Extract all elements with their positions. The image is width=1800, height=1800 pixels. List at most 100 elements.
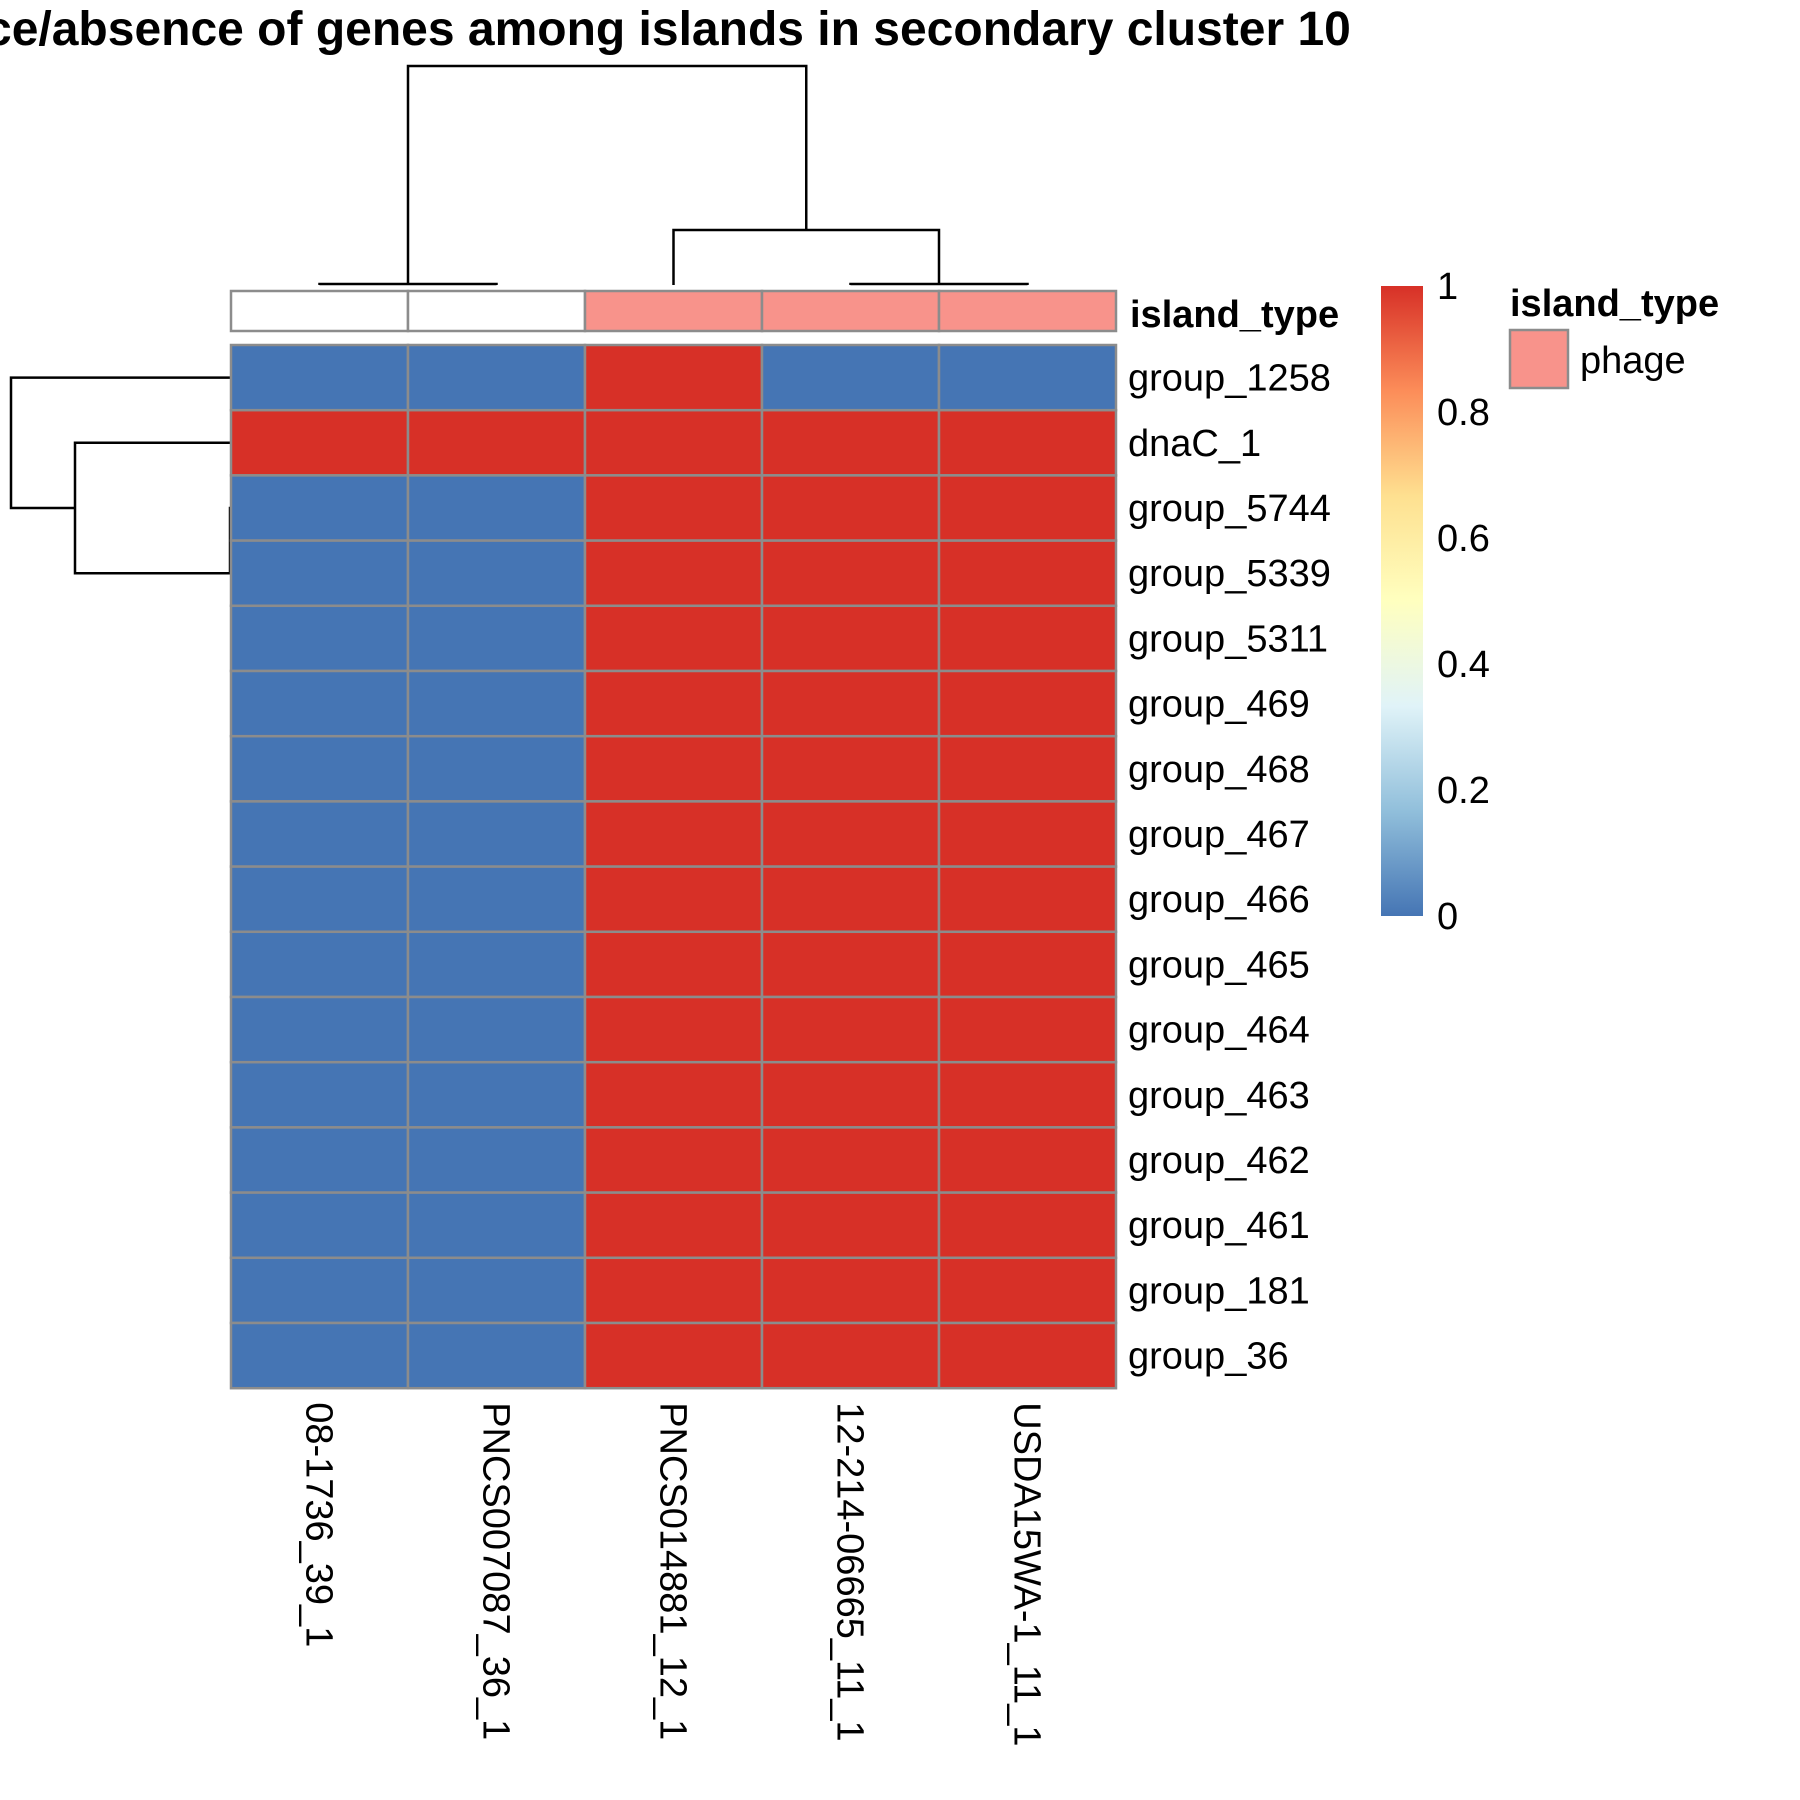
column-label: PNCS007087_36_1 — [475, 1402, 517, 1740]
heatmap-cell — [583, 669, 764, 738]
heatmap-cell — [406, 604, 587, 673]
heatmap-cell — [406, 1321, 587, 1390]
colorbar-tick-label: 0.8 — [1437, 392, 1490, 434]
heatmap-cell — [229, 930, 410, 999]
heatmap-cell — [760, 800, 941, 868]
row-label: group_36 — [1128, 1336, 1289, 1378]
heatmap-cell — [760, 604, 941, 673]
legend-title: island_type — [1510, 283, 1719, 325]
heatmap-cell — [406, 865, 587, 934]
dendrogram-branch — [73, 441, 231, 575]
column-label: 08-1736_39_1 — [298, 1402, 340, 1647]
heatmap-cell — [406, 343, 587, 412]
heatmap-cell — [937, 734, 1118, 803]
heatmap-cell — [760, 734, 941, 803]
heatmap-cell — [760, 930, 941, 999]
heatmap-cell — [760, 539, 941, 608]
heatmap-cell — [760, 408, 941, 477]
heatmap-cell — [760, 1126, 941, 1194]
heatmap-cell — [229, 995, 410, 1064]
column-labels: 08-1736_39_1 PNCS007087_36_1 PNCS014881_12… — [298, 1402, 1048, 1746]
heatmap-cell — [406, 408, 587, 477]
colorbar: 0 0.2 0.4 0.6 0.8 1 — [1381, 266, 1490, 938]
column-dendrogram — [318, 64, 1029, 286]
heatmap-cell — [760, 343, 941, 412]
heatmap-cell — [229, 343, 410, 412]
heatmap-cell — [229, 1321, 410, 1390]
row-label: group_463 — [1128, 1075, 1310, 1117]
heatmap-cell — [937, 930, 1118, 999]
annotation-label: island_type — [1130, 294, 1339, 336]
annotation-cell — [583, 289, 764, 333]
heatmap-cell — [583, 343, 764, 412]
heatmap-cell — [937, 1060, 1118, 1129]
dendrogram-branch — [318, 282, 498, 286]
heatmap-cell — [229, 669, 410, 738]
colorbar-tick-label: 1 — [1437, 266, 1458, 308]
heatmap-cell — [229, 539, 410, 608]
row-label: group_462 — [1128, 1140, 1310, 1182]
row-label: group_1258 — [1128, 358, 1331, 400]
heatmap-cell — [937, 669, 1118, 738]
colorbar-tick-label: 0 — [1437, 896, 1458, 938]
heatmap-cell — [406, 474, 587, 542]
heatmap-cell — [229, 1256, 410, 1325]
heatmap-cell — [406, 1256, 587, 1325]
row-labels: group_1258 dnaC_1 group_5744 group_5339grou… — [1128, 358, 1331, 1378]
heatmap-cell — [937, 1126, 1118, 1194]
heatmap-cell — [229, 1060, 410, 1129]
colorbar-tick-label: 0.6 — [1437, 518, 1490, 560]
heatmap-cell — [229, 604, 410, 673]
annotation-cell — [229, 289, 410, 333]
heatmap-cell — [937, 343, 1118, 412]
heatmap-cell — [583, 1126, 764, 1194]
row-label: group_466 — [1128, 879, 1310, 921]
heatmap-cell — [937, 604, 1118, 673]
heatmap-cell — [760, 1060, 941, 1129]
heatmap-cell — [406, 930, 587, 999]
heatmap-cell — [583, 604, 764, 673]
heatmap-cell — [229, 734, 410, 803]
heatmap-cell — [583, 539, 764, 608]
row-label: group_469 — [1128, 684, 1310, 726]
row-label: dnaC_1 — [1128, 423, 1261, 465]
heatmap-cell — [937, 995, 1118, 1064]
heatmap-cell — [229, 1126, 410, 1194]
heatmap-cell — [937, 474, 1118, 542]
heatmap-cell — [406, 800, 587, 868]
heatmap-cell — [937, 408, 1118, 477]
row-label: group_5744 — [1128, 488, 1331, 530]
row-label: group_181 — [1128, 1270, 1310, 1312]
colorbar-gradient — [1381, 286, 1423, 916]
heatmap-cell — [406, 539, 587, 608]
column-label: USDA15WA-1_11_1 — [1006, 1402, 1048, 1746]
colorbar-tick-label: 0.4 — [1437, 644, 1490, 686]
heatmap-cell — [760, 474, 941, 542]
heatmap-cell — [406, 1060, 587, 1129]
dendrogram-branch — [9, 376, 231, 510]
heatmap-cell — [229, 1191, 410, 1260]
heatmap-cell — [760, 865, 941, 934]
heatmap-cell — [583, 474, 764, 542]
row-label: group_5339 — [1128, 553, 1331, 595]
legend-label: phage — [1580, 340, 1686, 382]
dendrogram-branch — [672, 228, 941, 285]
heatmap-cell — [583, 930, 764, 999]
island-type-annotation — [229, 289, 1118, 333]
annotation-cell — [937, 289, 1118, 333]
heatmap-cell — [760, 1256, 941, 1325]
annotation-cell — [406, 289, 587, 333]
heatmap-cell — [760, 1321, 941, 1390]
heatmap-cell — [583, 408, 764, 477]
heatmap-cell — [937, 1256, 1118, 1325]
heatmap-cell — [760, 669, 941, 738]
heatmap-cell — [583, 800, 764, 868]
heatmap-cells — [229, 343, 1118, 1390]
heatmap-cell — [583, 1060, 764, 1129]
column-label: 12-214-06665_11_1 — [829, 1402, 871, 1742]
dendrogram-branch — [849, 282, 1029, 286]
row-label: group_464 — [1128, 1010, 1310, 1052]
heatmap-cell — [583, 734, 764, 803]
row-label: group_5311 — [1128, 618, 1328, 660]
